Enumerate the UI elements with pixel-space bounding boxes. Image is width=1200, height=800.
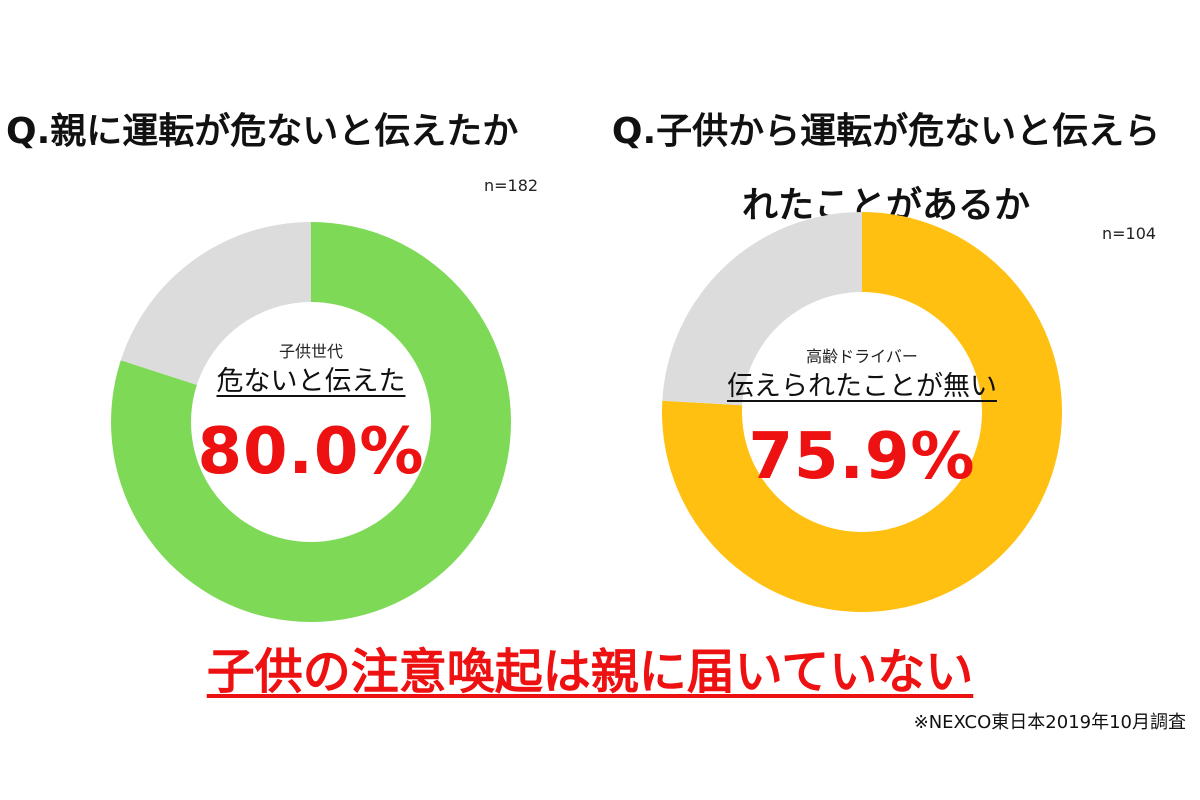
donut-chart-parents — [110, 222, 511, 622]
conclusion-headline: 子供の注意喚起は親に届いていない — [206, 644, 974, 700]
highlighted-answer-label: 危ないと伝えた — [216, 366, 406, 397]
highlighted-answer-label: 伝えられたことが無い — [727, 371, 997, 402]
sample-size: n=104 — [1102, 224, 1157, 243]
sample-size: n=182 — [484, 176, 539, 195]
question-title: Q.親に運転が危ないと伝えたか — [6, 111, 519, 152]
percentage-value: 80.0% — [197, 415, 425, 489]
question-title: Q.子供から運転が危ないと伝えられたことがあるか — [611, 111, 1161, 226]
donut-center-text: 子供世代 危ないと伝えた 80.0% — [151, 340, 471, 490]
chart-panel-elderly-drivers: Q.子供から運転が危ないと伝えられたことがあるか n=104 高齢ドライバー 伝… — [600, 0, 1200, 640]
donut-slice-remainder — [120, 222, 311, 385]
donut-slice-remainder — [662, 212, 862, 406]
donut-chart-elderly-drivers — [662, 212, 1062, 612]
donut-slice-answer — [110, 222, 511, 622]
chart-panel-parents: Q.親に運転が危ないと伝えたか n=182 子供世代 危ないと伝えた 80.0% — [0, 0, 600, 640]
respondent-group-label: 子供世代 — [278, 342, 343, 361]
percentage-value: 75.9% — [748, 420, 976, 494]
donut-slice-answer — [662, 212, 1062, 612]
source-note: ※NEXCO東日本2019年10月調査 — [913, 712, 1186, 733]
respondent-group-label: 高齢ドライバー — [806, 347, 918, 366]
donut-center-text: 高齢ドライバー 伝えられたことが無い 75.9% — [702, 345, 1022, 495]
